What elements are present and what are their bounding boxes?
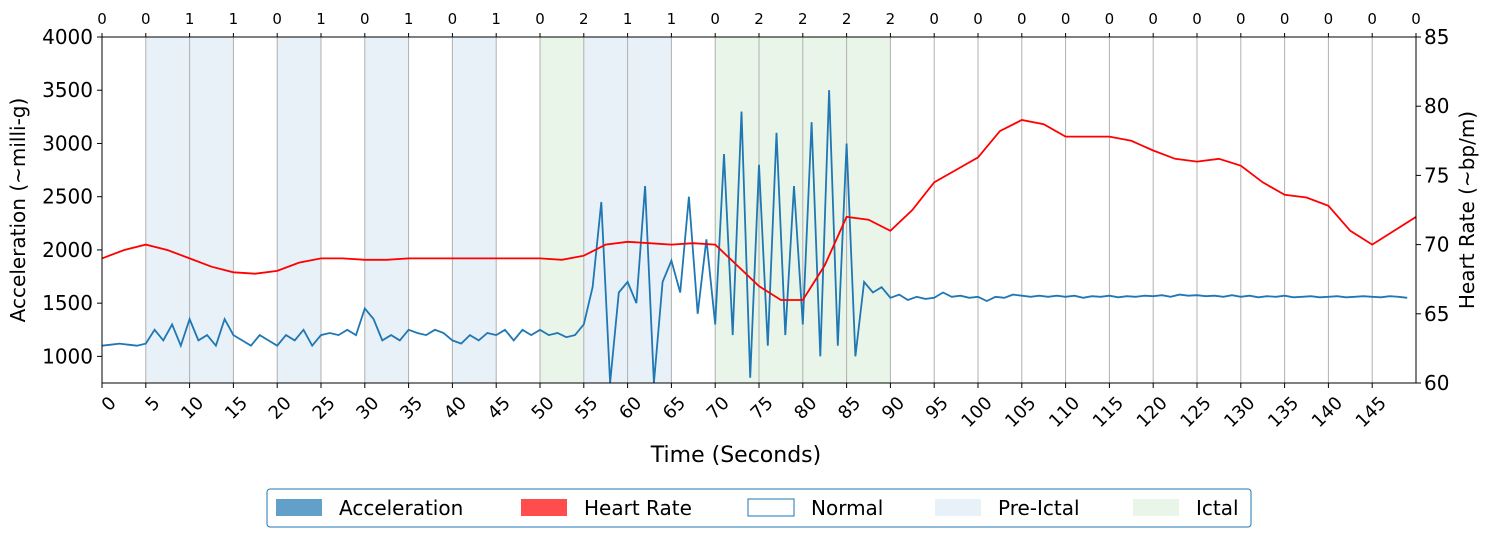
span [409,37,453,383]
x2-tick-label: 0 [710,10,720,28]
x2-tick-label: 1 [404,10,414,28]
x2-tick-label: 2 [886,10,896,28]
x-axis-label: Time (Seconds) [650,443,821,468]
y-tick-label: 1500 [42,291,93,315]
x-tick-label: 20 [265,393,296,424]
x-tick-label: 140 [1308,393,1347,432]
x2-tick-label: 0 [1236,10,1246,28]
span [452,37,497,383]
x2-tick-label: 0 [141,10,151,28]
x-tick-label: 60 [615,393,646,424]
y-tick-label: 1000 [42,344,93,368]
x-tick-label: 10 [177,393,208,424]
x2-tick-label: 0 [1105,10,1115,28]
x-tick-label: 130 [1220,393,1259,432]
legend-label: Acceleration [339,496,463,520]
x2-tick-label: 0 [360,10,370,28]
x2-tick-label: 0 [535,10,545,28]
x-tick-label: 120 [1133,393,1172,432]
x2-tick-label: 2 [754,10,764,28]
x-tick-label: 35 [396,393,427,424]
x-tick-label: 90 [878,393,909,424]
x2-tick-label: 1 [491,10,501,28]
x-tick-label: 80 [790,393,821,424]
x2-tick-label: 0 [272,10,282,28]
x2-tick-label: 0 [1148,10,1158,28]
y2-tick-label: 75 [1424,163,1449,187]
x2-tick-label: 0 [1324,10,1334,28]
x2-tick-label: 0 [973,10,983,28]
legend-label: Heart Rate [584,496,692,520]
x-tick-label: 5 [141,393,164,416]
x2-tick-label: 1 [185,10,195,28]
x-tick-label: 95 [922,393,953,424]
x2-tick-label: 0 [1017,10,1027,28]
x2-tick-label: 2 [798,10,808,28]
x-tick-label: 0 [98,393,121,416]
x-tick-label: 25 [309,393,340,424]
y2-tick-label: 60 [1424,371,1449,395]
x2-tick-label: 2 [579,10,589,28]
x2-tick-label: 0 [1061,10,1071,28]
x-tick-label: 40 [440,393,471,424]
x2-tick-label: 0 [448,10,458,28]
legend-label: Ictal [1196,496,1239,520]
x2-tick-label: 0 [1367,10,1377,28]
span [277,37,321,383]
y2-tick-label: 80 [1424,94,1449,118]
x-tick-label: 30 [352,393,383,424]
y2-tick-label: 85 [1424,25,1449,49]
legend-patch [747,498,795,517]
span [233,37,277,383]
x2-tick-label: 0 [1192,10,1202,28]
y2-tick-label: 70 [1424,233,1449,257]
y-tick-label: 3000 [42,131,93,155]
x-tick-label: 65 [659,393,690,424]
y-tick-label: 2500 [42,185,93,209]
y2-axis-label: Heart Rate (~bp/m) [1455,111,1479,309]
x-tick-label: 125 [1176,393,1215,432]
legend-patch [1133,499,1179,516]
x-tick-label: 105 [1001,393,1040,432]
x-tick-label: 50 [528,393,559,424]
x-tick-label: 15 [221,393,252,424]
x2-tick-label: 0 [929,10,939,28]
plot-frame [101,36,1417,384]
y-tick-label: 4000 [42,25,93,49]
x2-tick-label: 1 [667,10,677,28]
x2-tick-label: 1 [316,10,326,28]
data-line [102,90,1408,383]
x2-tick-label: 0 [1280,10,1290,28]
x2-tick-label: 1 [623,10,633,28]
legend-label: Pre-Ictal [998,496,1080,520]
span [671,37,715,383]
x-tick-label: 45 [484,393,515,424]
x-tick-label: 145 [1352,393,1391,432]
x2-tick-label: 0 [97,10,107,28]
span [102,37,146,383]
legend-patch [521,499,567,516]
x2-tick-label: 0 [1411,10,1421,28]
span [540,37,584,383]
y-tick-label: 2000 [42,238,93,262]
legend-label: Normal [811,496,883,520]
y2-tick-label: 65 [1424,302,1449,326]
x-tick-label: 85 [834,393,865,424]
legend-patch [935,499,981,516]
x-tick-label: 55 [571,393,602,424]
x-tick-label: 135 [1264,393,1303,432]
x-tick-label: 115 [1089,393,1128,432]
x2-tick-label: 1 [229,10,239,28]
x-tick-label: 75 [747,393,778,424]
span [364,37,409,383]
x-tick-label: 110 [1045,393,1084,432]
x-tick-label: 100 [957,393,996,432]
data-line [102,119,1416,301]
y-tick-label: 3500 [42,78,93,102]
legend-patch [276,499,322,516]
x-tick-label: 70 [703,393,734,424]
y-axis-label: Acceleration (~milli-g) [6,98,30,323]
x2-tick-label: 2 [842,10,852,28]
